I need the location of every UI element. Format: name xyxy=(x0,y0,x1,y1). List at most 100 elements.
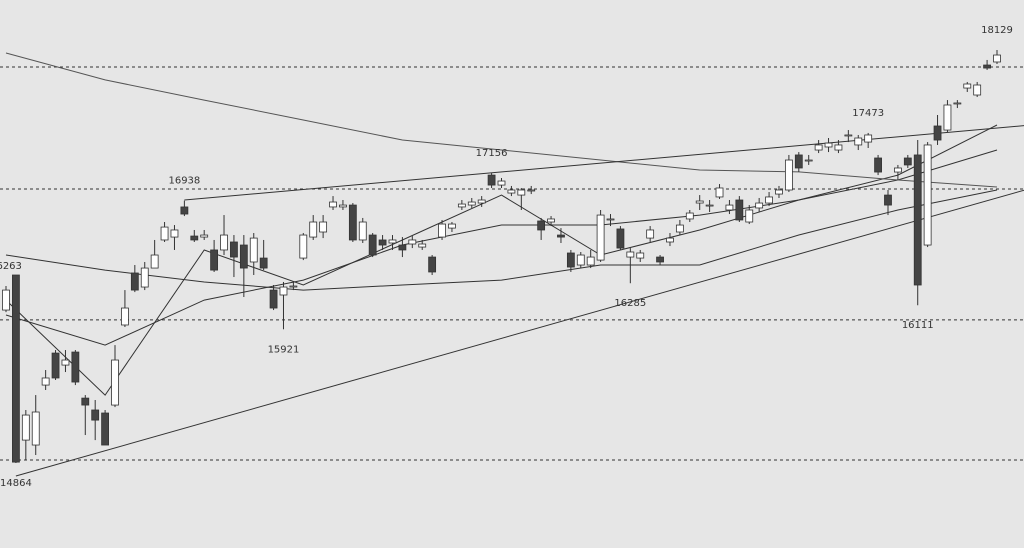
candle-body xyxy=(130,272,139,291)
candle-body xyxy=(745,209,754,223)
high-label: 16263 xyxy=(0,261,22,272)
candle-body xyxy=(210,249,219,271)
candle-body xyxy=(695,200,704,204)
candle-body xyxy=(329,201,337,208)
candle-body xyxy=(963,83,972,89)
candle-body xyxy=(656,256,664,263)
candle-body xyxy=(666,237,674,243)
candle-body xyxy=(200,234,209,238)
moving-average xyxy=(5,149,998,346)
candle-body xyxy=(725,204,734,211)
high-label: 17156 xyxy=(476,148,508,159)
low-label: 14864 xyxy=(0,478,32,489)
candle-body xyxy=(269,289,278,309)
candle-body xyxy=(230,241,238,258)
candle-body xyxy=(487,174,496,186)
candle-body xyxy=(923,144,932,246)
candle-body xyxy=(388,239,397,244)
candle-body xyxy=(61,359,70,366)
candle-body xyxy=(497,180,506,186)
candle-body xyxy=(398,244,407,251)
candle-body xyxy=(685,212,694,220)
candle-body xyxy=(527,189,536,192)
candle-body xyxy=(993,54,1001,63)
candle-body xyxy=(91,409,100,421)
candle-body xyxy=(249,237,258,263)
candle-body xyxy=(428,256,437,273)
candle-body xyxy=(368,234,377,256)
candle-body xyxy=(41,377,50,386)
candle-body xyxy=(854,137,863,146)
candle-body xyxy=(12,274,20,463)
candle-body xyxy=(626,251,635,258)
candle-body xyxy=(913,154,922,286)
candle-body xyxy=(844,134,853,137)
candle-body xyxy=(358,221,367,241)
candle-body xyxy=(933,125,942,141)
low-label: 15921 xyxy=(268,344,300,355)
candle-body xyxy=(775,189,783,195)
candle-body xyxy=(21,414,30,441)
candle-body xyxy=(616,228,625,249)
low-label: 16285 xyxy=(614,298,646,309)
candle-body xyxy=(111,359,119,406)
high-label: 17473 xyxy=(852,108,884,119)
candle-body xyxy=(239,244,248,269)
candle-body xyxy=(705,204,714,207)
candle-body xyxy=(121,307,129,326)
candle-body xyxy=(309,221,318,238)
candle-body xyxy=(824,142,833,148)
candle-body xyxy=(51,352,60,379)
candle-body xyxy=(418,243,427,248)
candle-body xyxy=(804,159,813,162)
candle-body xyxy=(576,254,585,266)
candle-body xyxy=(150,254,159,269)
candle-body xyxy=(477,199,486,204)
trend-line xyxy=(184,125,1024,201)
candle-body xyxy=(983,64,991,69)
candle-body xyxy=(596,214,605,261)
candle-body xyxy=(814,144,823,151)
candle-body xyxy=(319,221,328,233)
candle-body xyxy=(903,157,912,166)
candle-body xyxy=(606,218,615,221)
candle-body xyxy=(339,204,347,208)
candle-body xyxy=(794,154,803,169)
candle-body xyxy=(973,84,982,96)
candle-body xyxy=(507,189,516,194)
candle-body xyxy=(190,235,199,241)
candle-body xyxy=(170,229,179,238)
candle-body xyxy=(834,144,843,151)
candle-body xyxy=(448,223,456,229)
candle-body xyxy=(784,159,793,191)
candle-body xyxy=(160,226,169,241)
candle-body xyxy=(765,196,773,204)
candle-body xyxy=(755,202,764,209)
candle-body xyxy=(566,252,575,268)
candle-body xyxy=(220,234,228,251)
candle-body xyxy=(646,229,655,239)
candle-body xyxy=(675,224,684,233)
candle-body xyxy=(140,267,149,288)
candle-body xyxy=(953,102,962,105)
candle-body xyxy=(517,189,526,196)
moving-average xyxy=(5,189,998,291)
low-label: 16111 xyxy=(902,320,934,331)
candle-body xyxy=(864,134,873,143)
candle-body xyxy=(557,234,565,238)
high-label: 18129 xyxy=(981,25,1013,36)
candle-body xyxy=(457,203,466,208)
candle-body xyxy=(408,239,417,245)
candle-body xyxy=(101,412,109,446)
candle-body xyxy=(289,285,298,288)
moving-average xyxy=(5,124,998,396)
candle-body xyxy=(438,223,446,238)
candle-body xyxy=(715,187,724,198)
candle-body xyxy=(735,199,744,221)
candle-body xyxy=(180,206,189,215)
candle-body xyxy=(943,104,952,131)
trend-line xyxy=(15,189,1024,477)
candle-body xyxy=(537,220,546,231)
candle-body xyxy=(81,397,90,406)
